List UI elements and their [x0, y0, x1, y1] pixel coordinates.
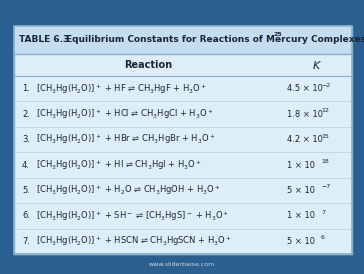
Text: 3.: 3.	[22, 135, 30, 144]
Text: 12: 12	[321, 108, 329, 113]
Text: 1 × 10: 1 × 10	[287, 211, 315, 220]
Text: 5.: 5.	[22, 186, 30, 195]
Text: 2.: 2.	[22, 110, 30, 119]
Text: 4.2 × 10: 4.2 × 10	[287, 135, 323, 144]
Text: 4.: 4.	[22, 161, 30, 170]
Text: Reaction: Reaction	[124, 60, 172, 70]
Text: 5 × 10: 5 × 10	[287, 237, 315, 246]
Bar	[14, 26, 352, 254]
Bar	[14, 26, 352, 254]
Text: 6.: 6.	[22, 211, 30, 220]
Text: [CH$_3$Hg(H$_2$O)]$^+$ + SH$^-$ ⇌ [CH$_3$HgS]$^-$ + H$_3$O$^+$: [CH$_3$Hg(H$_2$O)]$^+$ + SH$^-$ ⇌ [CH$_3…	[36, 209, 229, 223]
Text: 6: 6	[321, 235, 325, 240]
Text: [CH$_3$Hg(H$_2$O)]$^+$ + HCl ⇌ CH$_3$HgCl + H$_3$O$^+$: [CH$_3$Hg(H$_2$O)]$^+$ + HCl ⇌ CH$_3$HgC…	[36, 107, 213, 121]
Text: 4.5 × 10: 4.5 × 10	[287, 84, 323, 93]
Text: [CH$_3$Hg(H$_2$O)]$^+$ + H$_2$O ⇌ CH$_3$HgOH + H$_3$O$^+$: [CH$_3$Hg(H$_2$O)]$^+$ + H$_2$O ⇌ CH$_3$…	[36, 184, 221, 197]
Text: 5 × 10: 5 × 10	[287, 186, 315, 195]
Text: [CH$_3$Hg(H$_2$O)]$^+$ + HI ⇌ CH$_3$HgI + H$_3$O$^+$: [CH$_3$Hg(H$_2$O)]$^+$ + HI ⇌ CH$_3$HgI …	[36, 158, 202, 172]
Text: 1 × 10: 1 × 10	[287, 161, 315, 170]
Text: [CH$_3$Hg(H$_2$O)]$^+$ + HF ⇌ CH$_3$HgF + H$_3$O$^+$: [CH$_3$Hg(H$_2$O)]$^+$ + HF ⇌ CH$_3$HgF …	[36, 82, 207, 96]
Text: 15: 15	[321, 133, 329, 139]
Text: TABLE 6.3: TABLE 6.3	[19, 36, 69, 44]
Text: 18: 18	[321, 159, 329, 164]
Bar	[14, 26, 352, 54]
Text: $\mathbf{\mathit{K}}$: $\mathbf{\mathit{K}}$	[312, 59, 322, 71]
Text: Equilibrium Constants for Reactions of Mercury Complexes: Equilibrium Constants for Reactions of M…	[66, 36, 364, 44]
Text: −7: −7	[321, 184, 330, 189]
Text: www.sliderbaise.com: www.sliderbaise.com	[149, 261, 215, 267]
Text: 7: 7	[321, 210, 325, 215]
Text: 7.: 7.	[22, 237, 30, 246]
Text: −2: −2	[321, 83, 330, 88]
Text: [CH$_3$Hg(H$_2$O)]$^+$ + HBr ⇌ CH$_3$HgBr + H$_3$O$^+$: [CH$_3$Hg(H$_2$O)]$^+$ + HBr ⇌ CH$_3$HgB…	[36, 133, 215, 146]
Text: 25: 25	[274, 33, 283, 38]
Text: 1.8 × 10: 1.8 × 10	[287, 110, 323, 119]
Text: [CH$_3$Hg(H$_2$O)]$^+$ + HSCN ⇌ CH$_3$HgSCN + H$_3$O$^+$: [CH$_3$Hg(H$_2$O)]$^+$ + HSCN ⇌ CH$_3$Hg…	[36, 235, 232, 248]
Text: 1.: 1.	[22, 84, 30, 93]
